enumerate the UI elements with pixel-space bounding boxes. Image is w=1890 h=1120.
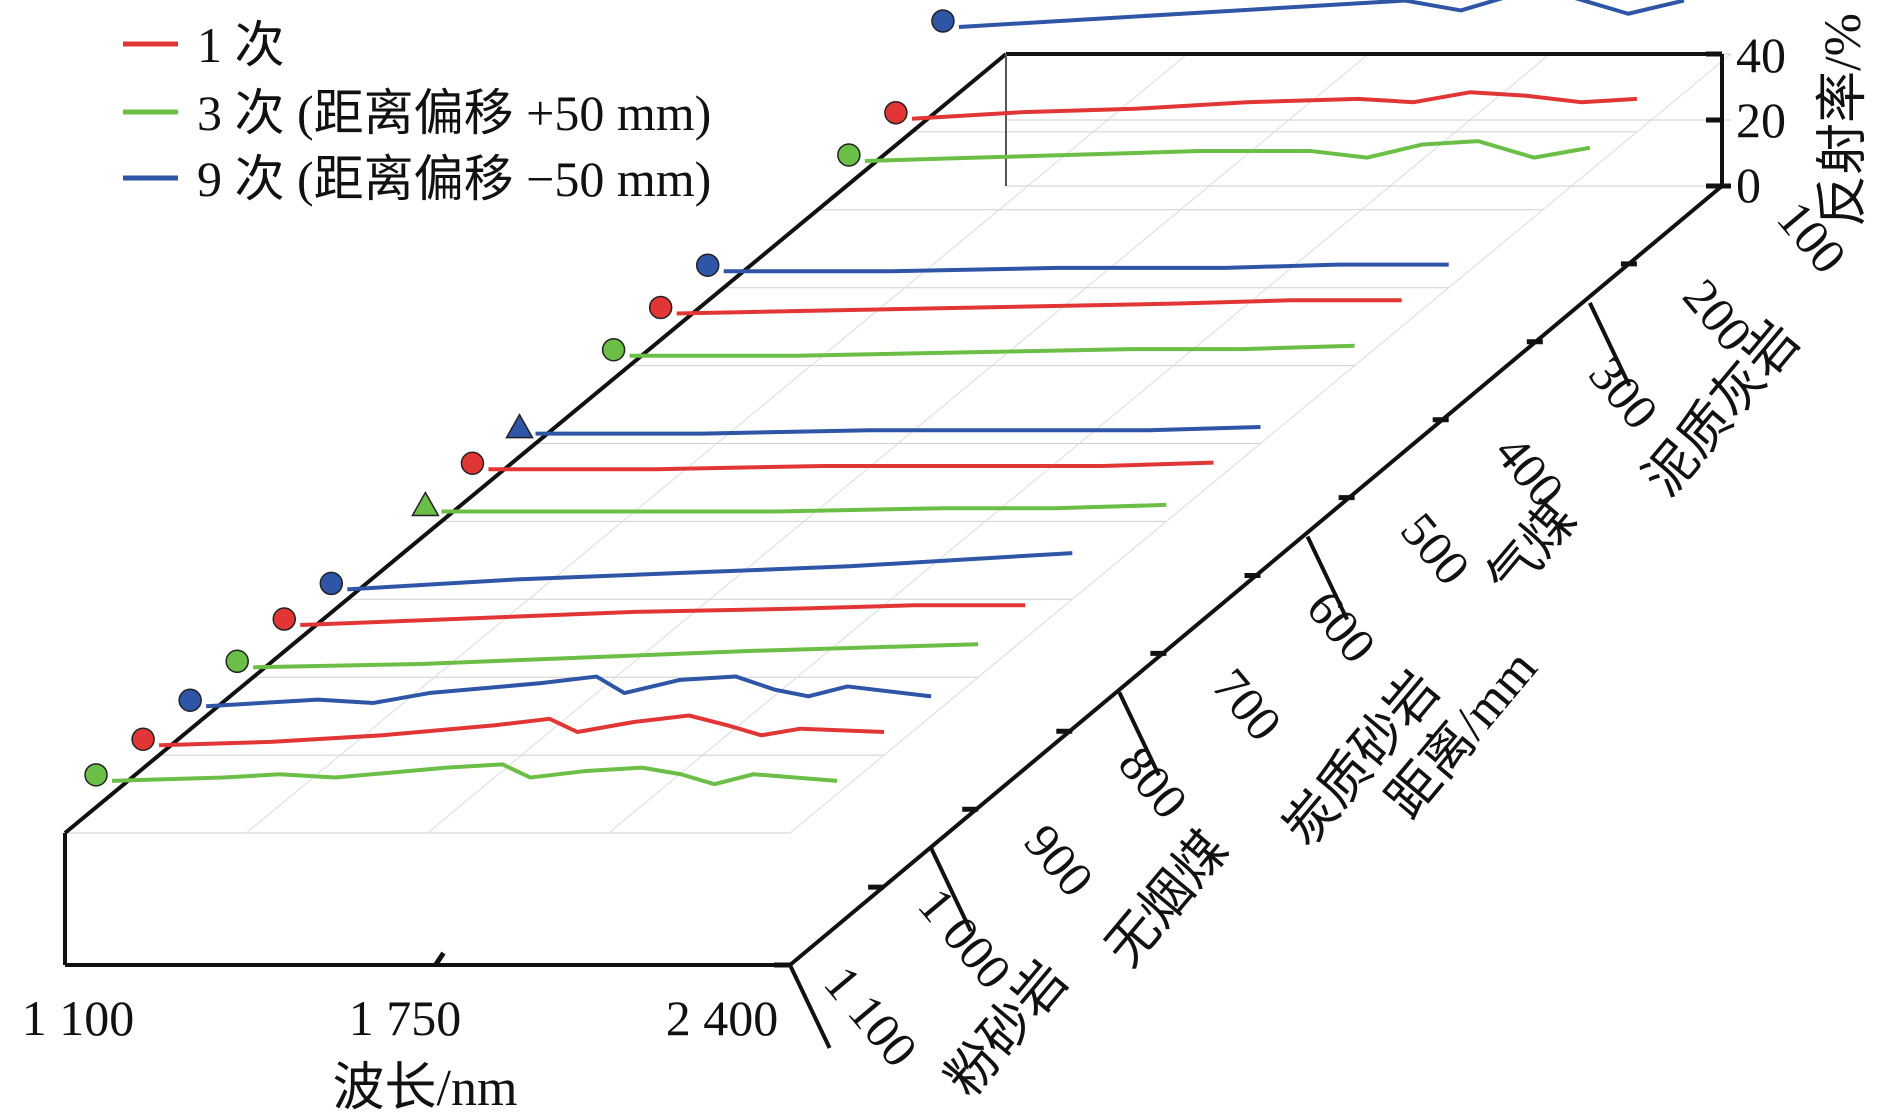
spectrum-line [535,425,1261,436]
grid-line [245,53,1188,834]
group-separator [788,964,832,1049]
start-marker [648,295,673,320]
grid-line [608,53,1551,834]
legend-label: 1 次 [197,17,285,73]
group-separator [1117,691,1161,777]
y-tick-label: 1 000 [908,877,1023,999]
y-tick-label: 700 [1202,658,1293,751]
spectrum-line [911,90,1638,121]
legend-label: 3 次 (距离偏移 +50 mm) [197,85,711,141]
start-marker [460,451,485,475]
group-separator [1305,535,1349,621]
spectrum-line [347,551,1073,592]
start-marker [601,337,626,362]
y-tick-label: 800 [1108,736,1199,829]
z-tick-label: 20 [1736,92,1786,148]
y-tick-label: 1 100 [813,955,928,1077]
y-tick-label: 500 [1390,502,1481,595]
y-tick-label: 300 [1578,346,1669,439]
spectrum-line [864,139,1591,163]
group-separator [1588,301,1632,387]
reflectance-tick-labels: 0 20 40 [1736,27,1786,213]
spectrum-line [111,762,838,787]
z-axis-label: 反射率/% [1815,13,1872,227]
y-tick-label: 400 [1484,424,1575,517]
x-tick [433,951,446,967]
legend: 1 次 3 次 (距离偏移 +50 mm) 9 次 (距离偏移 −50 mm) [123,17,711,207]
start-marker [272,607,296,631]
start-marker [884,100,908,125]
start-marker [411,490,440,517]
sample-label: 无烟煤 [1095,821,1239,977]
group-separator [929,847,973,933]
frame-left-edge [63,52,1008,835]
legend-item: 1 次 [123,17,285,73]
start-marker [225,649,249,674]
start-marker [84,763,108,787]
sample-label: 气煤 [1477,491,1588,607]
x-tick-label: 1 100 [22,990,135,1046]
grid-line [789,53,1732,834]
start-marker [319,571,344,596]
wavelength-tick-labels: 1 100 1 750 2 400 [22,990,779,1046]
spectrum-line [300,603,1026,628]
start-marker [695,253,720,277]
y-tick-label: 600 [1296,580,1387,673]
z-tick-label: 0 [1736,157,1761,213]
grid-line [427,53,1369,834]
spectrum-line [206,674,932,709]
legend-item: 3 次 (距离偏移 +50 mm) [123,85,711,141]
start-marker [131,727,155,751]
spectrum-line [441,502,1167,514]
axis-ticks [433,51,1731,968]
spectra-series [84,0,1685,787]
spectrum-line [629,343,1355,358]
spectrum-line [958,0,1685,29]
spectrum-line [676,298,1402,316]
x-axis-label: 波长/nm [333,1060,518,1117]
legend-label: 9 次 (距离偏移 −50 mm) [197,151,711,207]
x-tick-label: 2 400 [666,990,779,1046]
start-marker [837,143,861,167]
spectrum-line [488,460,1214,472]
start-marker [505,413,534,439]
sample-separators [788,301,1632,1049]
spectrum-line [253,642,979,670]
z-tick-label: 40 [1736,27,1786,83]
spectrum-line [723,262,1449,274]
y-tick-label: 900 [1014,814,1105,907]
start-marker [178,688,202,712]
spectrum-line [159,713,885,748]
legend-item: 9 次 (距离偏移 −50 mm) [123,151,711,207]
x-tick-label: 1 750 [349,990,462,1046]
start-marker [931,9,955,33]
